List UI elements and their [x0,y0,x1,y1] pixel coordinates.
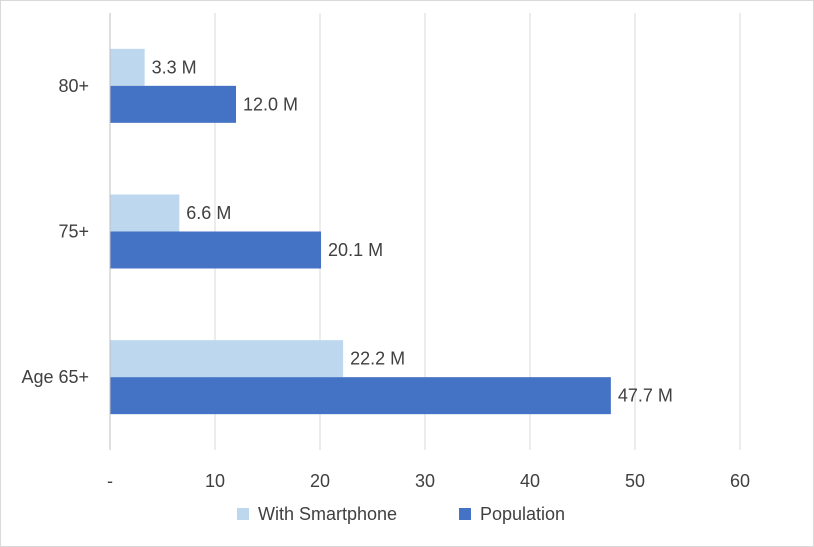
category-label: Age 65+ [21,367,89,387]
data-label: 12.0 M [243,94,298,114]
bar-with-smartphone [110,340,344,378]
x-tick-label: - [107,471,113,491]
x-tick-label: 20 [310,471,330,491]
category-label: 80+ [58,76,89,96]
x-tick-label: 40 [520,471,540,491]
bar-population [110,85,236,123]
legend-population-label: Population [480,504,565,524]
data-labels: 3.3 M 12.0 M 6.6 M 20.1 M 22.2 M 47.7 M [152,57,673,405]
data-label: 6.6 M [186,203,231,223]
legend-population-swatch [459,508,471,520]
legend: With Smartphone Population [237,504,565,524]
category-label: 75+ [58,222,89,242]
bars [110,48,611,415]
x-tick-label: 60 [730,471,750,491]
x-tick-label: 30 [415,471,435,491]
x-tick-label: 10 [205,471,225,491]
bar-with-smartphone [110,194,180,232]
bar-population [110,231,322,269]
bar-population [110,377,611,415]
data-label: 3.3 M [152,57,197,77]
data-label: 22.2 M [350,349,405,369]
axes: - 10 20 30 40 50 60 80+ 75+ Age 65+ [21,13,750,491]
data-label: 20.1 M [328,240,383,260]
legend-with-smartphone-label: With Smartphone [258,504,397,524]
legend-with-smartphone-swatch [237,508,249,520]
bar-with-smartphone [110,48,145,86]
x-tick-label: 50 [625,471,645,491]
data-label: 47.7 M [618,386,673,406]
